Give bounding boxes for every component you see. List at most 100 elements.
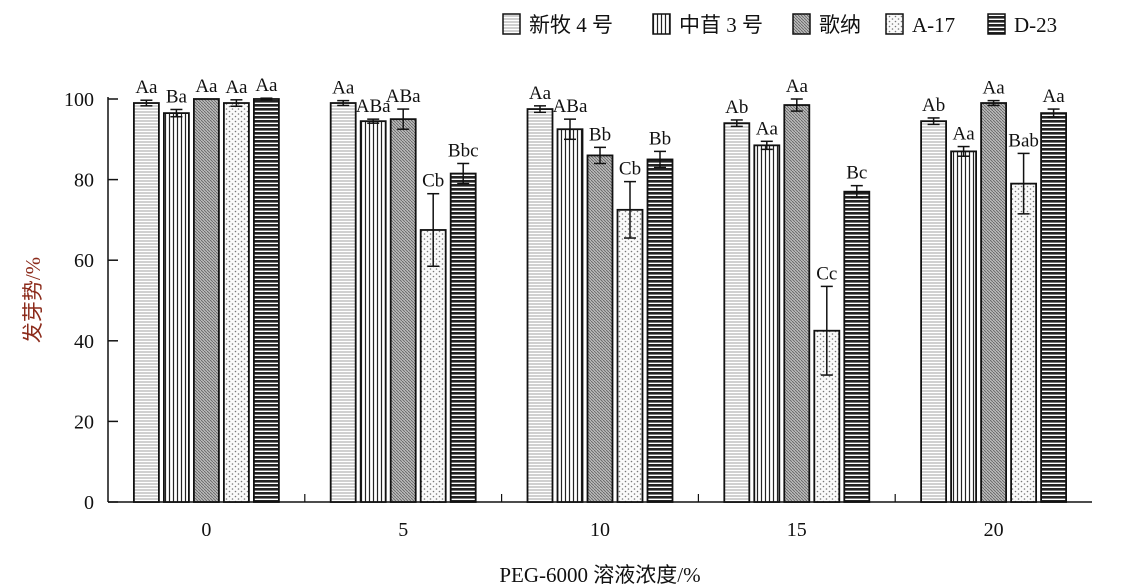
bar-hlines-light <box>132 102 160 503</box>
error-bar <box>760 140 773 151</box>
significance-label: Aa <box>529 83 552 104</box>
error-bar <box>427 192 440 267</box>
bar-diagonal <box>389 118 417 503</box>
legend-item: A-17 <box>885 13 955 37</box>
error-bar <box>850 184 863 199</box>
error-bar <box>654 150 666 169</box>
significance-label: Bc <box>846 163 867 184</box>
significance-label: Aa <box>135 77 158 98</box>
bar-dots <box>1010 182 1037 503</box>
bar-hlines-light <box>723 122 751 503</box>
bar-dots <box>616 208 644 503</box>
y-tick-label: 100 <box>64 89 94 111</box>
legend-label: D-23 <box>1014 13 1057 37</box>
significance-label: Aa <box>953 124 976 145</box>
error-bar <box>367 118 380 124</box>
error-bar <box>457 162 470 185</box>
error-bar <box>337 99 350 107</box>
legend-swatch <box>792 13 811 35</box>
significance-label: Cb <box>619 159 641 180</box>
error-bar <box>1017 152 1030 215</box>
significance-label: Aa <box>225 77 248 98</box>
legend-item: D-23 <box>987 13 1057 37</box>
bar-hlines-light <box>920 120 947 503</box>
error-bar <box>957 145 970 157</box>
x-tick-label: 10 <box>590 519 610 541</box>
y-axis-label: 发芽势/% <box>21 257 45 343</box>
legend-swatch <box>652 13 671 35</box>
significance-label: Aa <box>983 78 1006 99</box>
error-bar <box>624 180 636 239</box>
y-tick-label: 40 <box>74 331 94 353</box>
x-tick-label: 5 <box>398 519 408 541</box>
significance-label: Aa <box>786 76 809 97</box>
error-bar <box>260 97 273 101</box>
x-tick-label: 20 <box>984 519 1004 541</box>
legend: 新牧 4 号 中苜 3 号 歌纳 A-17 D-23 <box>502 13 1057 37</box>
error-bar <box>987 99 1000 107</box>
bar-hlines-dark <box>1040 112 1067 503</box>
y-tick-label: 0 <box>84 492 94 514</box>
bar-vlines <box>753 144 781 503</box>
error-bar <box>140 99 153 107</box>
legend-item: 歌纳 <box>792 13 861 37</box>
bar-vlines <box>556 128 584 503</box>
legend-item: 新牧 4 号 <box>502 13 613 37</box>
significance-label: Bbc <box>448 140 479 161</box>
significance-label: Aa <box>255 75 278 96</box>
legend-label: 新牧 4 号 <box>529 13 613 37</box>
significance-label: ABa <box>553 96 588 117</box>
axes: 0 20 40 60 80 100 0 5 10 15 20 <box>64 89 1092 541</box>
x-axis-label: PEG-6000 溶液浓度/% <box>499 563 700 587</box>
error-bar <box>1047 108 1060 118</box>
significance-label: Bb <box>589 124 611 145</box>
bar-hlines-dark <box>449 172 477 503</box>
error-bar <box>534 105 546 114</box>
legend-label: 中苜 3 号 <box>679 13 763 37</box>
bar-vlines <box>359 120 387 503</box>
bar-hlines-light <box>329 102 357 503</box>
significance-label: Bab <box>1008 130 1039 151</box>
x-tick-label: 15 <box>787 519 807 541</box>
error-bar <box>927 117 940 126</box>
legend-swatch <box>885 13 904 35</box>
significance-label: ABa <box>356 96 391 117</box>
error-bar <box>790 98 803 112</box>
significance-label: Ba <box>166 86 188 107</box>
error-bar <box>170 108 183 118</box>
significance-label: Aa <box>195 76 218 97</box>
significance-label: Aa <box>1043 86 1066 107</box>
legend-swatch <box>502 13 521 35</box>
error-bar <box>730 119 743 128</box>
bar-dots <box>222 102 250 503</box>
bar-hlines-dark <box>843 190 871 503</box>
bar-dots <box>813 329 841 503</box>
significance-label: Ab <box>922 95 945 116</box>
bar-diagonal <box>192 98 220 503</box>
legend-item: 中苜 3 号 <box>652 13 763 37</box>
x-tick-label: 0 <box>201 519 211 541</box>
error-bar <box>564 118 576 141</box>
bar-vlines <box>950 150 977 503</box>
significance-label: Cb <box>422 171 444 192</box>
error-bar <box>230 99 243 108</box>
y-tick-label: 20 <box>74 411 94 433</box>
bar-diagonal <box>586 154 614 503</box>
legend-label: A-17 <box>912 13 955 37</box>
error-bar <box>820 285 833 376</box>
legend-label: 歌纳 <box>819 13 861 37</box>
legend-swatch <box>987 13 1006 35</box>
significance-label: Cc <box>816 263 837 284</box>
y-tick-label: 60 <box>74 250 94 272</box>
significance-label: Aa <box>756 118 779 139</box>
bar-hlines-dark <box>646 158 674 503</box>
bar-diagonal <box>980 102 1007 503</box>
significance-label: Ab <box>725 97 748 118</box>
significance-label: ABa <box>386 86 421 107</box>
error-bar <box>397 108 410 130</box>
significance-label: Aa <box>332 78 355 99</box>
significance-label: Bb <box>649 128 671 149</box>
bar-dots <box>419 229 447 503</box>
